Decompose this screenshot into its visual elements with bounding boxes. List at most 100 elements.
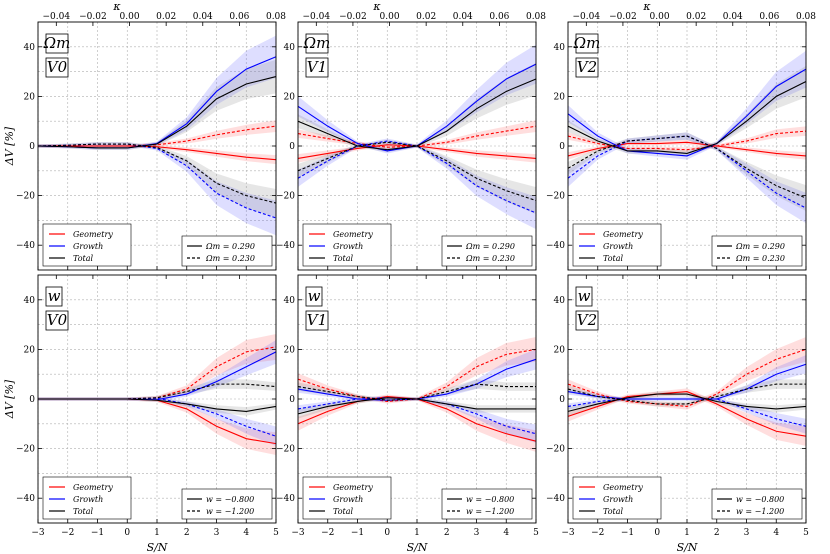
x-tick-label: 0 [384,528,390,538]
line-geometry-solid [567,391,807,437]
legend-label-dashed: w = −1.200 [206,507,254,516]
band-total-dashed [38,379,276,401]
band-geometry-dashed [298,120,536,150]
band-total-solid [38,59,276,150]
y-tick-label: −20 [276,192,295,202]
line-growth-solid [567,68,807,157]
x-tick-label: 1 [414,528,420,538]
legend-label-solid: w = −0.800 [206,495,254,504]
x-tick-label: 2 [714,528,720,538]
legend-label-geometry: Geometry [603,230,643,239]
top-tick-label: 0.06 [489,12,509,22]
legend-label-solid: w = −0.800 [736,495,784,504]
band-total-solid [298,62,536,153]
y-tick-label: 0 [29,142,35,152]
band-growth-solid [568,50,806,160]
x-tick-label: −1 [351,528,364,538]
line-total-solid [37,76,277,149]
band-geometry-solid [298,394,536,452]
legend-styles [441,235,533,267]
functional-tag-box [45,310,69,331]
x-tick-label: 4 [243,528,249,538]
top-tick-label: 0.04 [723,12,743,22]
legend-label-total: Total [333,254,354,263]
band-growth-dashed [298,395,536,443]
param-tag-box [45,33,69,54]
top-tick-label: 0.08 [526,12,546,22]
param-tag: Ωm [43,34,71,52]
top-tick-label: 0.00 [120,12,140,22]
y-tick-label: 20 [554,92,566,102]
band-geometry-solid [568,139,806,160]
line-total-solid [297,78,537,151]
top-axis-label-3: κ [642,0,651,13]
legend-label-solid: Ωm = 0.290 [205,242,255,251]
top-tick-label: −0.04 [303,12,331,22]
functional-tag-box [305,310,329,331]
band-geometry-dashed [298,337,536,404]
y-tick-label: 40 [284,296,296,306]
param-tag: Ωm [573,34,601,52]
legend-components [302,223,392,267]
functional-tag: V1 [307,311,327,329]
top-tick-label: 0.00 [380,12,400,22]
y-tick-label: 0 [29,395,35,405]
y-tick-label: −40 [16,494,35,504]
x-tick-label: 4 [773,528,779,538]
band-growth-dashed [568,132,806,224]
band-growth-solid [298,349,536,403]
line-growth-dashed [297,397,537,435]
y-tick-label: −40 [276,494,295,504]
top-tick-label: 0.06 [759,12,779,22]
line-total-solid [38,398,277,412]
param-tag-box [305,33,329,54]
functional-tag-box [575,310,599,331]
x-axis-label-1: S/N [147,541,168,554]
panel-3: 40 20 0 −20 −40 −0.04 −0.02 0.00 0.02 0.04 0.06 0.0… [546,12,816,271]
legend-components [42,223,132,267]
legend-label-growth: Growth [603,495,633,504]
panel-1: 40 20 0 −20 −40 −0.04 −0.02 0.00 0.02 0.04 0.06 0.0… [16,12,286,271]
x-tick-label: 1 [684,528,690,538]
y-tick-label: 0 [559,395,565,405]
y-tick-label: −40 [16,241,35,251]
x-tick-label: 3 [474,528,480,538]
legend-label-dashed: w = −1.200 [466,507,514,516]
y-tick-label: −40 [546,241,565,251]
functional-tag: V1 [307,58,327,76]
line-total-solid [567,393,807,412]
y-tick-label: 20 [24,92,36,102]
top-tick-label: −0.02 [609,12,637,22]
x-tick-label: −3 [291,528,305,538]
band-total-solid [38,397,276,416]
top-tick-label: 0.08 [796,12,816,22]
y-tick-label: −20 [16,445,35,455]
line-geometry-dashed [567,130,807,151]
legend-styles [181,235,273,267]
legend-label-dashed: Ωm = 0.230 [465,254,515,263]
x-tick-label: 2 [444,528,450,538]
param-tag: Ωm [303,34,331,52]
top-tick-label: 0.02 [416,12,436,22]
line-growth-dashed [38,397,277,437]
y-tick-label: −20 [546,445,565,455]
top-tick-label: 0.04 [453,12,473,22]
line-total-dashed [297,383,536,401]
band-geometry-solid [568,388,806,446]
band-geometry-dashed [568,337,806,410]
legend-components [302,476,392,520]
x-tick-label: −1 [621,528,634,538]
legend-label-total: Total [73,254,94,263]
top-tick-label: 0.02 [686,12,706,22]
x-tick-label: 5 [533,528,539,538]
band-geometry-solid [298,142,536,163]
x-tick-label: −3 [561,528,575,538]
top-tick-label: 0.08 [266,12,286,22]
top-tick-label: −0.02 [339,12,367,22]
functional-tag: V2 [577,58,597,76]
functional-tag: V2 [577,311,597,329]
y-tick-label: 40 [554,43,566,53]
legend-label-geometry: Geometry [73,230,113,239]
functional-tag: V0 [47,58,68,76]
top-tick-label: −0.02 [79,12,107,22]
